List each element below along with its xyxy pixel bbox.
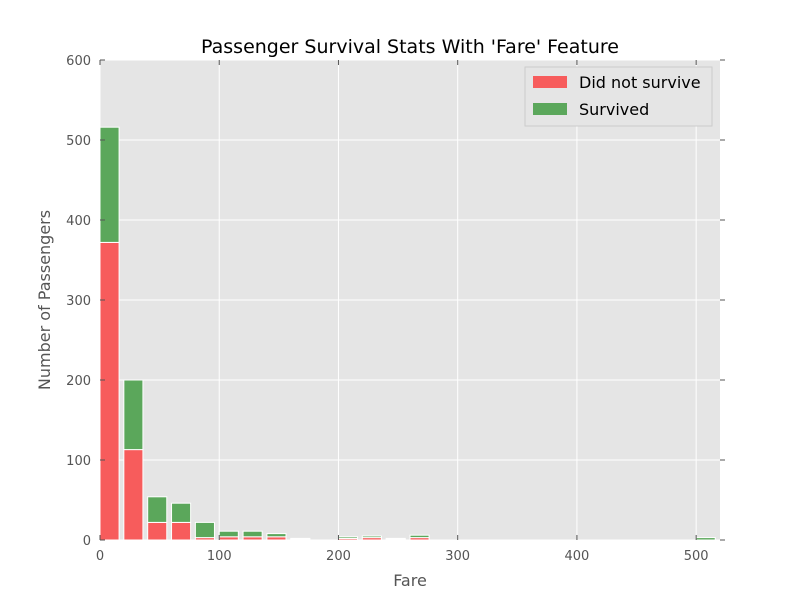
axis-ticks xyxy=(99,59,725,541)
grid-lines xyxy=(99,59,720,541)
y-axis-label: Number of Passengers xyxy=(35,210,54,390)
bar-survived xyxy=(361,535,382,539)
bars xyxy=(99,126,716,541)
y-tick-label: 200 xyxy=(66,374,91,389)
x-axis-label: Fare xyxy=(393,571,427,590)
y-tick-label: 100 xyxy=(66,454,91,469)
x-tick-labels: 0 100 200 300 400 500 xyxy=(96,549,709,564)
bar-did-not-survive xyxy=(171,521,192,541)
legend-label-survived: Survived xyxy=(579,100,649,119)
bar-survived xyxy=(290,537,311,540)
bar-survived xyxy=(171,502,192,523)
bar-survived xyxy=(242,530,263,538)
bar-survived xyxy=(194,521,215,539)
bar-survived xyxy=(266,533,287,538)
bar-did-not-survive xyxy=(123,449,144,541)
x-tick-label: 400 xyxy=(565,549,590,564)
x-tick-label: 500 xyxy=(684,549,709,564)
bar-did-not-survive xyxy=(99,241,120,541)
bar-survived xyxy=(147,496,168,523)
bar-survived xyxy=(695,537,716,541)
legend-swatch-survived xyxy=(533,103,567,115)
bar-did-not-survive xyxy=(147,521,168,541)
x-tick-label: 200 xyxy=(326,549,351,564)
y-tick-labels: 0 100 200 300 400 500 600 xyxy=(66,54,91,549)
legend-label-did-not-survive: Did not survive xyxy=(579,73,701,92)
legend: Did not survive Survived xyxy=(524,66,713,127)
y-tick-label: 0 xyxy=(83,534,91,549)
bar-survived xyxy=(99,126,120,243)
y-tick-label: 500 xyxy=(66,134,91,149)
bar-survived xyxy=(409,534,430,539)
chart-title: Passenger Survival Stats With 'Fare' Fea… xyxy=(201,36,619,58)
y-tick-label: 300 xyxy=(66,294,91,309)
legend-swatch-did-not-survive xyxy=(533,76,567,88)
x-tick-label: 0 xyxy=(96,549,104,564)
y-tick-label: 400 xyxy=(66,214,91,229)
bar-survived xyxy=(385,537,406,540)
bar-survived xyxy=(218,530,239,538)
y-tick-label: 600 xyxy=(66,54,91,69)
bar-survived xyxy=(337,536,359,539)
bar-survived xyxy=(123,379,144,451)
x-tick-label: 100 xyxy=(207,549,232,564)
x-tick-label: 300 xyxy=(445,549,470,564)
